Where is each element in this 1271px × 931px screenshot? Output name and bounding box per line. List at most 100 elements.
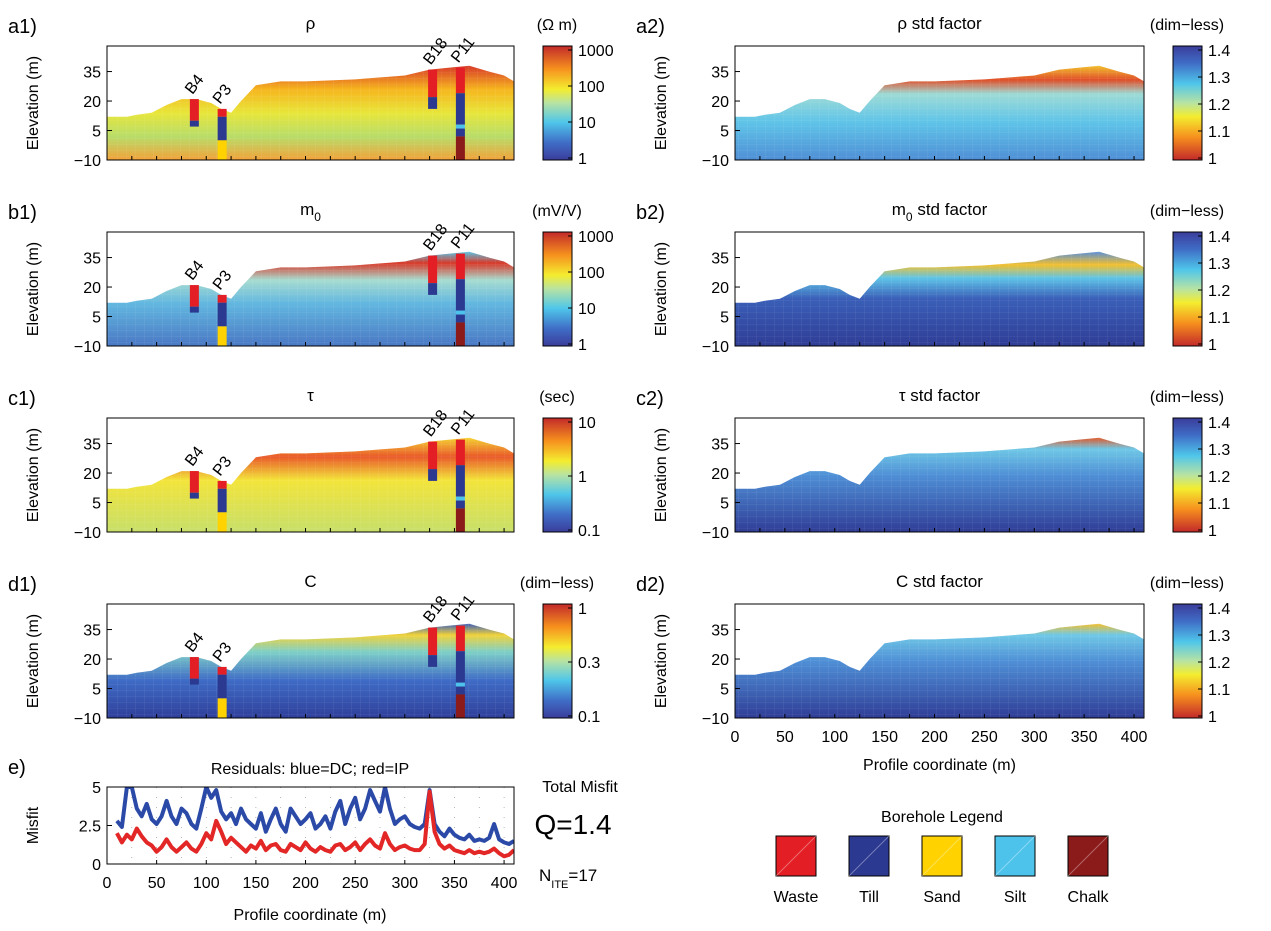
panel-title: ρ bbox=[306, 14, 316, 33]
y-tick-label: 20 bbox=[83, 280, 101, 297]
x-tick-label: 400 bbox=[1121, 729, 1148, 746]
y-tick-label: 20 bbox=[711, 466, 729, 483]
y-tick-label: −10 bbox=[702, 339, 729, 356]
y-tick-label: 5 bbox=[720, 496, 729, 513]
panel-title-subscript: 0 bbox=[314, 210, 321, 224]
swatch-diagonal bbox=[848, 835, 890, 877]
panel-b2: 35 20 5 −10 Elevation (m) b2) m0 std factor (di… bbox=[636, 200, 1230, 356]
borehole-waste-segment bbox=[217, 108, 227, 117]
y-tick-label: −10 bbox=[74, 153, 101, 170]
borehole-till-segment bbox=[428, 97, 438, 109]
borehole-till-segment bbox=[455, 279, 465, 311]
swatch-diagonal bbox=[921, 835, 963, 877]
colorbar-tick-label: 1.1 bbox=[1208, 124, 1230, 141]
axes-frame bbox=[734, 603, 1145, 719]
x-tick-label: 250 bbox=[971, 729, 998, 746]
y-tick-label: 20 bbox=[83, 652, 101, 669]
axes-frame bbox=[106, 45, 515, 161]
borehole-waste-segment bbox=[455, 625, 465, 652]
iteration-value: =17 bbox=[568, 866, 597, 885]
colorbar-tick-label: 1.1 bbox=[1208, 310, 1230, 327]
q-value: Q=1.4 bbox=[534, 809, 611, 840]
residuals-panel: Residuals: blue=DC; red=IP e) Misfit 5 2.5 00… bbox=[8, 757, 618, 924]
panel-id: c2) bbox=[636, 388, 664, 410]
colorbar-tick-label: 0.1 bbox=[578, 709, 600, 726]
colorbar-tick-label: 1 bbox=[578, 469, 587, 486]
x-tick-label: 300 bbox=[391, 875, 418, 892]
borehole-waste-segment bbox=[455, 67, 465, 94]
panel-c2: 35 20 5 −10 Elevation (m) c2) τ std factor (dim… bbox=[636, 386, 1230, 542]
colorbar-unit: (dim−less) bbox=[1150, 203, 1224, 220]
borehole-silt-segment bbox=[455, 682, 465, 687]
borehole-label: P11 bbox=[448, 220, 478, 252]
colorbar: (Ω m)1000 100 10 1 bbox=[537, 17, 614, 168]
borehole-chalk-segment bbox=[455, 136, 465, 160]
colorbar-gradient bbox=[542, 45, 573, 161]
colorbar: (dim−less) 1.4 1.3 1.2 1.1 1 bbox=[1150, 17, 1230, 168]
section-mesh bbox=[735, 437, 1144, 532]
colorbar-tick-label: 100 bbox=[578, 79, 605, 96]
iteration-subscript: ITE bbox=[551, 879, 568, 891]
panel-title: m0 std factor bbox=[892, 200, 988, 224]
borehole-till-segment bbox=[455, 465, 465, 497]
y-tick-label: −10 bbox=[702, 153, 729, 170]
panel-title: C std factor bbox=[896, 572, 983, 591]
x-tick-label: 400 bbox=[491, 875, 518, 892]
x-tick-label: 0 bbox=[103, 875, 112, 892]
y-tick-label: 0 bbox=[92, 857, 101, 874]
colorbar-tick-label: 1 bbox=[1208, 337, 1217, 354]
borehole-waste-segment bbox=[189, 99, 199, 121]
colorbar-tick-label: 1.3 bbox=[1208, 70, 1230, 87]
colorbar-tick-label: 1 bbox=[1208, 151, 1217, 168]
colorbar-unit: (dim−less) bbox=[1150, 17, 1224, 34]
borehole-till-segment bbox=[217, 488, 227, 513]
y-axis-label: Elevation (m) bbox=[653, 56, 670, 150]
panel-id: d2) bbox=[636, 574, 665, 596]
panel-title-subscript: 0 bbox=[906, 210, 913, 224]
panel-title-main: ρ bbox=[306, 14, 316, 33]
borehole-sand-segment bbox=[217, 140, 227, 160]
colorbar-gradient bbox=[1172, 231, 1203, 347]
panel-id: c1) bbox=[8, 388, 36, 410]
legend-label: Waste bbox=[774, 889, 819, 906]
colorbar: (dim−less) 1 0.3 0.1 bbox=[520, 575, 600, 726]
borehole-label: B4 bbox=[182, 444, 208, 470]
borehole-waste-segment bbox=[217, 480, 227, 489]
colorbar: (dim−less) 1.4 1.3 1.2 1.1 1 bbox=[1150, 575, 1230, 726]
borehole-label: P3 bbox=[210, 81, 236, 107]
axes-frame bbox=[106, 417, 515, 533]
borehole-till-segment bbox=[428, 283, 438, 295]
x-tick-label: 50 bbox=[776, 729, 794, 746]
colorbar-tick-label: 1 bbox=[578, 337, 587, 354]
borehole-label: B4 bbox=[182, 72, 208, 98]
borehole-till-segment bbox=[189, 492, 199, 499]
swatch-diagonal bbox=[994, 835, 1036, 877]
panel-a2: 35 20 5 −10 Elevation (m) a2) ρ std factor (dim… bbox=[636, 14, 1230, 170]
swatch-diagonal bbox=[775, 835, 817, 877]
iteration-count: NITE=17 bbox=[539, 866, 597, 891]
x-tick-label: 100 bbox=[193, 875, 220, 892]
colorbar-tick-label: 1.3 bbox=[1208, 628, 1230, 645]
legend-swatch-chalk bbox=[1067, 835, 1109, 877]
y-tick-label: −10 bbox=[74, 339, 101, 356]
colorbar-tick-label: 10 bbox=[578, 115, 596, 132]
colorbar-gradient bbox=[1172, 417, 1203, 533]
panel-id: e) bbox=[8, 757, 26, 779]
borehole-till-segment bbox=[455, 128, 465, 137]
x-tick-label: 0 bbox=[731, 729, 740, 746]
legend-swatch-waste bbox=[775, 835, 817, 877]
y-axis-label: Elevation (m) bbox=[653, 428, 670, 522]
y-tick-label: 35 bbox=[711, 437, 729, 454]
x-tick-label: 250 bbox=[342, 875, 369, 892]
y-tick-label: 20 bbox=[711, 280, 729, 297]
legend-label: Sand bbox=[923, 889, 960, 906]
borehole-chalk-segment bbox=[455, 694, 465, 718]
section-mesh bbox=[107, 251, 514, 346]
colorbar-gradient bbox=[1172, 603, 1203, 719]
colorbar-unit: (sec) bbox=[539, 389, 575, 406]
colorbar-unit: (dim−less) bbox=[1150, 389, 1224, 406]
borehole-waste-segment bbox=[428, 441, 438, 470]
